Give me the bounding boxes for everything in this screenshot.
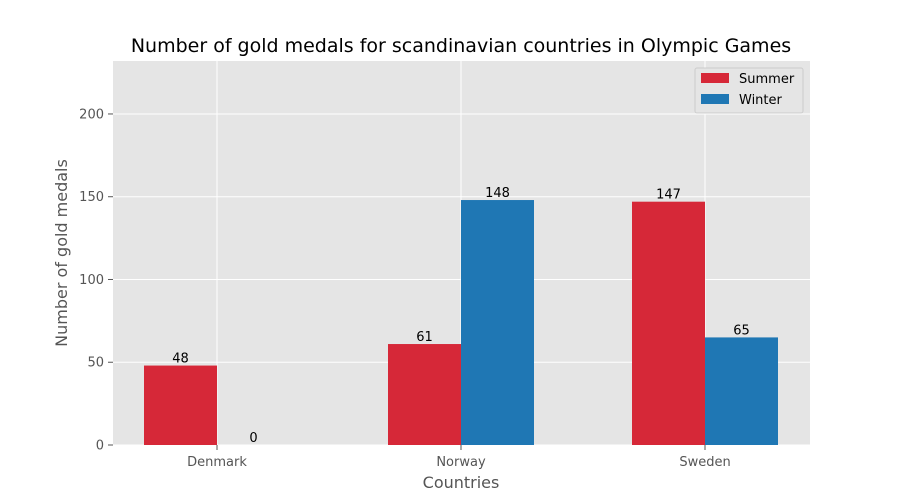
y-tick-label: 150 xyxy=(79,190,104,205)
bar-summer-denmark xyxy=(144,365,217,445)
bar-winter-norway xyxy=(461,200,534,445)
data-label: 65 xyxy=(733,323,750,338)
bars xyxy=(144,200,778,445)
y-tick-label: 50 xyxy=(87,356,104,371)
legend-label-summer: Summer xyxy=(739,72,795,87)
x-tick-label: Sweden xyxy=(679,455,730,470)
legend-swatch-winter xyxy=(701,94,729,104)
x-tick-label: Norway xyxy=(436,455,486,470)
bar-summer-sweden xyxy=(632,201,705,445)
y-tick-label: 0 xyxy=(96,439,104,454)
data-label: 147 xyxy=(656,188,681,203)
y-axis: 0 50 100 150 200 xyxy=(79,107,113,454)
y-tick-label: 200 xyxy=(79,107,104,122)
bar-summer-norway xyxy=(388,344,461,445)
data-label: 148 xyxy=(485,186,510,201)
x-axis-label: Countries xyxy=(423,473,500,492)
x-axis: Denmark Norway Sweden xyxy=(187,445,731,470)
x-tick-label: Denmark xyxy=(187,455,247,470)
y-axis-label: Number of gold medals xyxy=(52,159,71,347)
legend: Summer Winter xyxy=(694,67,804,114)
data-labels: 48 0 61 148 147 65 xyxy=(172,186,750,446)
legend-label-winter: Winter xyxy=(739,93,783,108)
data-label: 61 xyxy=(416,330,433,345)
y-tick-label: 100 xyxy=(79,273,104,288)
data-label: 0 xyxy=(249,431,257,446)
data-label: 48 xyxy=(172,352,189,367)
legend-swatch-summer xyxy=(701,73,729,83)
chart-title: Number of gold medals for scandinavian c… xyxy=(131,35,791,57)
bar-winter-sweden xyxy=(705,337,778,445)
